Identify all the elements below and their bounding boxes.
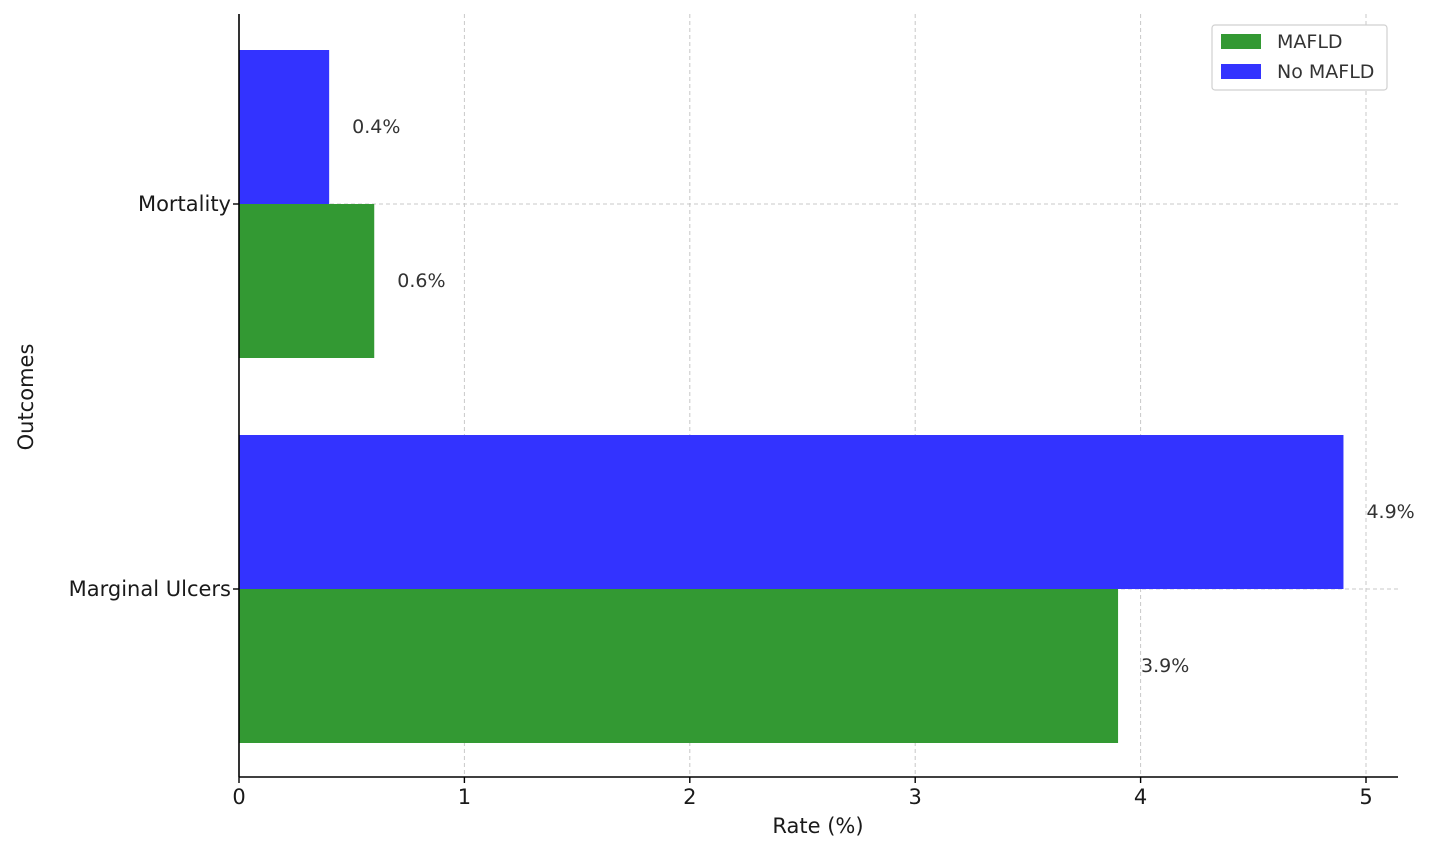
bar-value-label: 0.6% xyxy=(397,270,445,292)
legend-swatch xyxy=(1221,64,1261,79)
x-tick-label: 5 xyxy=(1359,785,1372,809)
x-tick-label: 3 xyxy=(909,785,922,809)
bar xyxy=(239,589,1119,743)
legend-label: No MAFLD xyxy=(1277,61,1374,83)
bar-value-label: 4.9% xyxy=(1366,501,1414,523)
bar xyxy=(239,50,330,204)
x-tick-label: 0 xyxy=(232,785,245,809)
x-tick-label: 1 xyxy=(458,785,471,809)
legend-swatch xyxy=(1221,34,1261,49)
x-ticks: 0 1 2 3 4 5 xyxy=(232,777,1373,809)
x-tick-label: 2 xyxy=(683,785,696,809)
legend: MAFLD No MAFLD xyxy=(1211,24,1388,91)
bar-value-label: 3.9% xyxy=(1141,655,1189,677)
y-ticks: Mortality Marginal Ulcers xyxy=(69,192,239,601)
axes xyxy=(238,14,1398,778)
y-axis-label: Outcomes xyxy=(14,344,38,451)
grid xyxy=(239,14,1398,777)
bar xyxy=(239,435,1344,589)
x-tick-label: 4 xyxy=(1134,785,1147,809)
bar xyxy=(239,204,375,358)
legend-label: MAFLD xyxy=(1277,31,1343,53)
y-tick-label: Marginal Ulcers xyxy=(69,577,231,601)
data-labels: 0.6% 3.9% 0.4% 4.9% xyxy=(352,116,1415,677)
bars xyxy=(239,50,1344,743)
bar-value-label: 0.4% xyxy=(352,116,400,138)
x-axis-label: Rate (%) xyxy=(772,814,863,838)
y-tick-label: Mortality xyxy=(138,192,231,216)
